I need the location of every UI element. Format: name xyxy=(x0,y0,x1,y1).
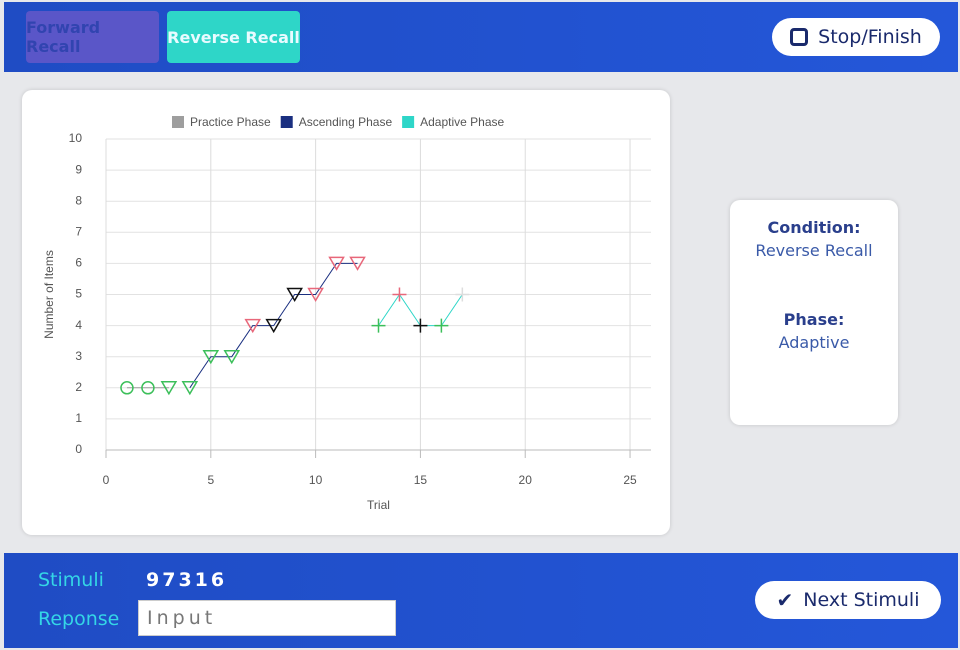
marker xyxy=(371,318,386,333)
marker xyxy=(307,287,324,302)
tab-button[interactable]: Reverse Recall xyxy=(167,11,300,63)
phase-label: Phase: xyxy=(783,310,845,329)
next-label: Next Stimuli xyxy=(803,589,920,611)
legend-swatch xyxy=(402,116,415,128)
chart: 0 1 2 3 4 5 6 7 8 9 10 0 5 10 15 20 25 Trial Number of Ite… xyxy=(42,115,651,512)
marker xyxy=(181,381,199,396)
marker xyxy=(286,287,303,302)
x-tick-label: 0 xyxy=(103,473,110,487)
y-tick-label: 6 xyxy=(75,256,82,270)
legend-label: Adaptive Phase xyxy=(420,115,504,129)
y-tick-label: 1 xyxy=(75,411,82,425)
x-axis-label: Trial xyxy=(367,498,390,512)
y-tick-label: 5 xyxy=(75,287,82,301)
marker xyxy=(223,349,241,365)
series-line xyxy=(189,262,358,389)
legend-label: Practice Phase xyxy=(190,115,271,129)
chart-card: 0 1 2 3 4 5 6 7 8 9 10 0 5 10 15 20 25 Trial Number of Ite… xyxy=(22,90,670,535)
x-tick-label: 25 xyxy=(623,473,637,487)
marker xyxy=(120,381,134,395)
marker xyxy=(160,381,178,396)
stimuli-label: Stimuli xyxy=(38,569,104,591)
next-button[interactable]: ✔ Next Stimuli xyxy=(755,581,941,619)
y-axis-label: Number of Items xyxy=(42,250,56,339)
stop-icon xyxy=(790,28,809,46)
marker xyxy=(434,318,449,333)
x-tick-label: 5 xyxy=(207,473,214,487)
y-tick-label: 8 xyxy=(75,193,82,207)
stop-button[interactable]: Stop/Finish xyxy=(772,18,940,56)
phase-value: Adaptive xyxy=(778,333,850,352)
y-tick-label: 4 xyxy=(75,318,82,332)
footer: Stimuli 97316 Reponse Input ✔ Next Stimu… xyxy=(4,553,958,648)
marker xyxy=(413,318,428,333)
x-tick-label: 10 xyxy=(309,473,323,487)
marker xyxy=(455,287,470,302)
y-tick-label: 9 xyxy=(75,162,82,176)
stop-label: Stop/Finish xyxy=(818,26,922,48)
legend-swatch xyxy=(172,116,184,128)
marker xyxy=(265,318,282,334)
condition-value: Reverse Recall xyxy=(755,241,873,260)
tab-button[interactable]: Forward Recall xyxy=(26,11,159,63)
check-icon: ✔ xyxy=(776,588,794,612)
stimuli-value: 97316 xyxy=(146,569,228,591)
y-tick-label: 0 xyxy=(75,442,82,456)
header: Forward Recall Reverse Recall Stop/Finis… xyxy=(4,2,958,72)
legend-label: Ascending Phase xyxy=(299,115,393,129)
response-label: Reponse xyxy=(38,608,120,630)
marker xyxy=(244,318,262,334)
marker xyxy=(392,287,407,302)
y-tick-label: 10 xyxy=(69,131,83,145)
marker xyxy=(328,256,345,271)
legend-swatch xyxy=(280,116,293,128)
info-card: Condition: Reverse Recall Phase: Adaptiv… xyxy=(730,200,898,425)
x-tick-label: 15 xyxy=(414,473,428,487)
response-input[interactable]: Input xyxy=(138,600,396,636)
marker xyxy=(349,256,366,271)
condition-label: Condition: xyxy=(767,218,861,237)
y-tick-label: 3 xyxy=(75,349,82,363)
marker xyxy=(141,381,155,395)
x-tick-label: 20 xyxy=(519,473,533,487)
y-tick-label: 2 xyxy=(75,380,82,394)
y-tick-label: 7 xyxy=(75,224,82,238)
marker xyxy=(202,349,220,365)
